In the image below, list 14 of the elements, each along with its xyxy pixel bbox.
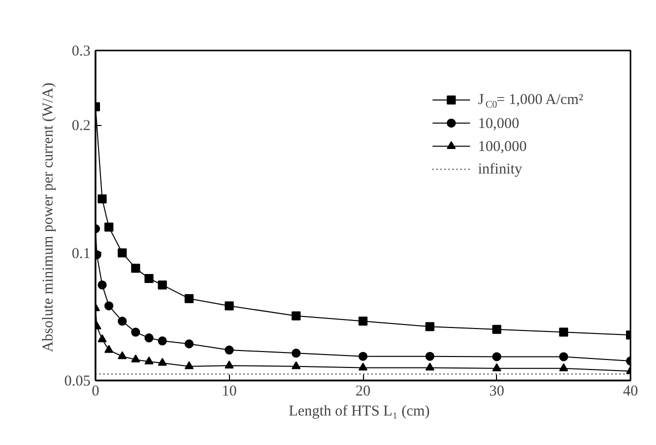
legend-label: 10,000 bbox=[478, 116, 520, 132]
y-tick-label: 0.1 bbox=[72, 246, 90, 262]
legend-label: 100,000 bbox=[478, 139, 527, 156]
y-axis-title: Absolute minimum power per current (W/A) bbox=[40, 82, 56, 352]
x-axis-title: Length of HTS L₁ (cm) bbox=[288, 404, 430, 420]
x-tick-label: 30 bbox=[489, 384, 504, 400]
y-tick-label: 0.2 bbox=[72, 118, 90, 134]
y-tick-label: 0.3 bbox=[72, 44, 90, 60]
y-tick-label: 0.05 bbox=[64, 374, 90, 390]
legend-label: infinity bbox=[478, 161, 523, 178]
x-tick-label: 0 bbox=[92, 384, 100, 400]
x-tick-label: 20 bbox=[356, 384, 370, 400]
x-tick-label: 40 bbox=[623, 384, 638, 400]
x-tick-label: 10 bbox=[222, 384, 237, 400]
